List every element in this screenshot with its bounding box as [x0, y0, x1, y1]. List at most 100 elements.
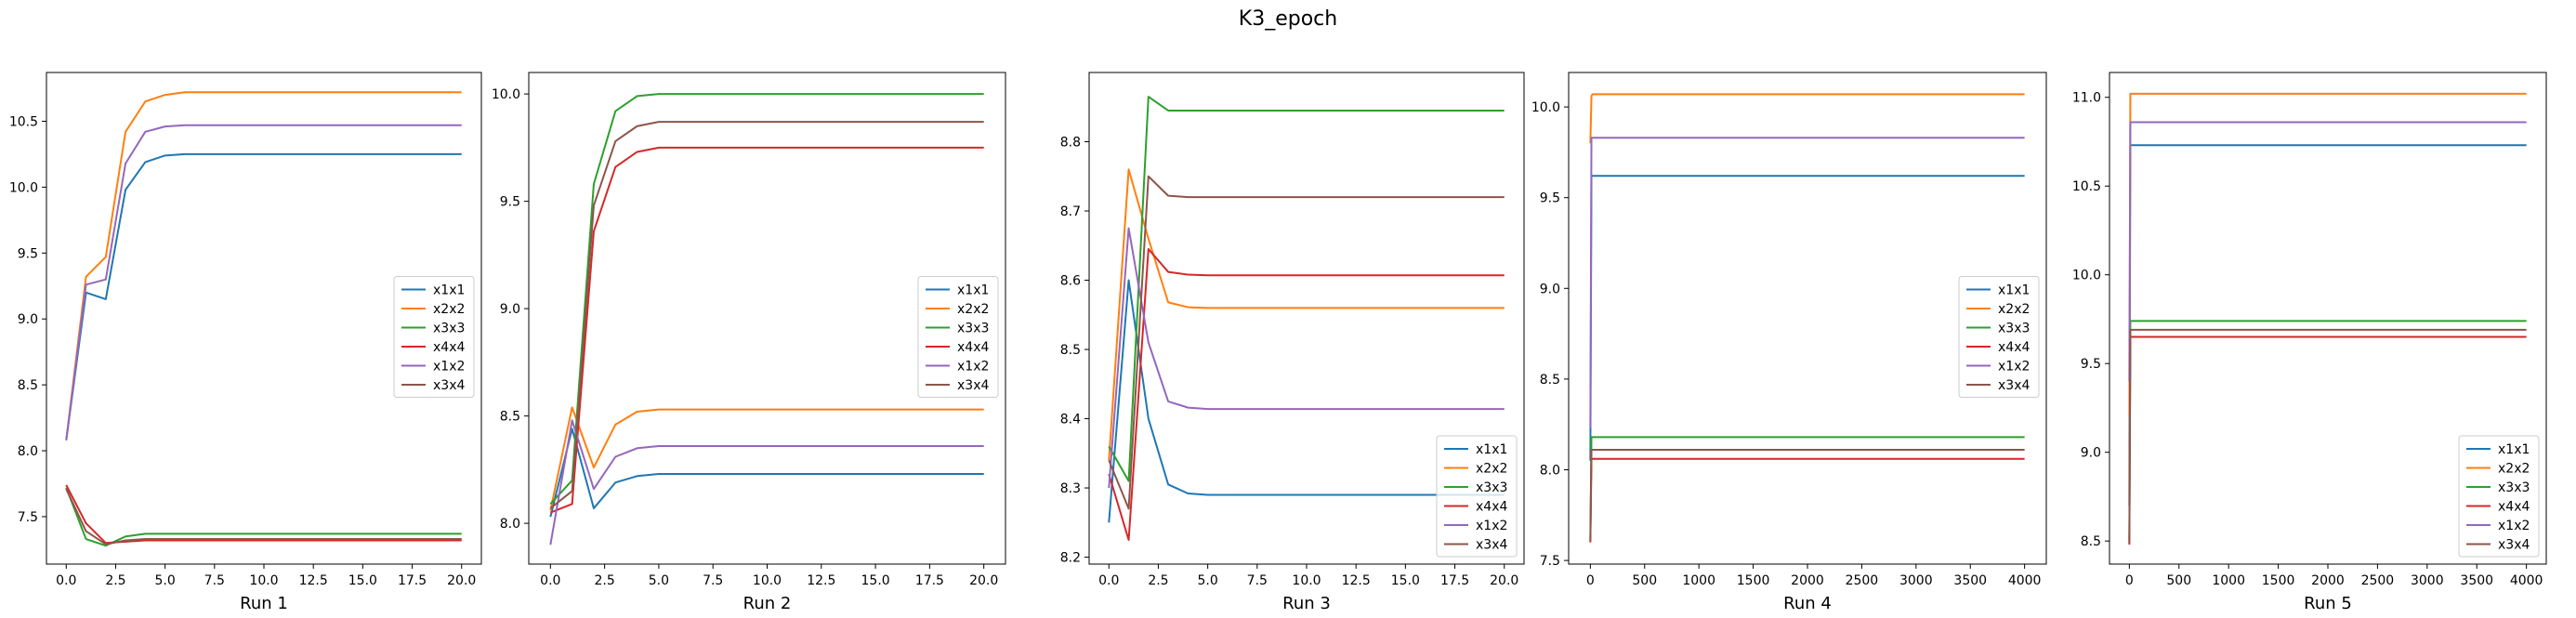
x-tick-label: 10.0: [249, 573, 278, 588]
y-tick-label: 8.7: [1060, 204, 1081, 219]
legend-label-x1x1: x1x1: [957, 283, 989, 298]
y-tick-label: 10.0: [2072, 269, 2101, 283]
x-tick-label: 3500: [1953, 573, 1987, 588]
x-tick-label: 2.5: [1148, 573, 1168, 588]
x-axis-label: Run 2: [743, 594, 792, 613]
y-tick-label: 10.0: [1531, 100, 1560, 115]
x-tick-label: 4000: [2510, 573, 2543, 588]
y-tick-label: 8.5: [500, 410, 520, 425]
legend-label-x1x2: x1x2: [433, 360, 465, 375]
y-tick-label: 8.6: [1060, 274, 1081, 289]
legend-label-x4x4: x4x4: [957, 340, 989, 355]
legend: x1x1 x2x2 x3x3 x4x4 x1x2 x3x4: [2458, 435, 2540, 558]
x-tick-label: 3500: [2460, 573, 2493, 588]
x-tick-label: 4000: [2008, 573, 2042, 588]
x-tick-label: 0.0: [540, 573, 560, 588]
x-tick-label: 0.0: [56, 573, 76, 588]
legend: x1x1 x2x2 x3x3 x4x4 x1x2 x3x4: [393, 276, 475, 398]
legend-box: [393, 276, 475, 398]
x-tick-label: 15.0: [1391, 573, 1420, 588]
series-line-x2x2: [1108, 168, 1505, 461]
legend-label-x3x4: x3x4: [433, 378, 465, 393]
series-line-x4x4: [65, 484, 462, 545]
x-tick-label: 5.0: [155, 573, 176, 588]
figure-title: K3_epoch: [1239, 7, 1337, 31]
legend-label-x2x2: x2x2: [433, 302, 465, 317]
series-line-x4x4: [549, 146, 984, 514]
subplot-run-5: Run 5 0 500 1000 1500 2000 2500 3000 3500 4000 8.…: [2072, 72, 2547, 613]
y-tick-label: 8.5: [1060, 343, 1081, 358]
x-tick-label: 1000: [1682, 573, 1715, 588]
x-tick-label: 5.0: [1198, 573, 1218, 588]
x-tick-label: 1500: [1737, 573, 1770, 588]
x-tick-label: 1000: [2212, 573, 2245, 588]
x-tick-label: 12.5: [299, 573, 328, 588]
legend-label-x1x2: x1x2: [1998, 360, 2030, 375]
y-tick-label: 9.5: [18, 246, 38, 261]
x-tick-label: 7.5: [204, 573, 225, 588]
legend-label-x3x3: x3x3: [957, 322, 989, 336]
legend-label-x1x2: x1x2: [957, 360, 989, 375]
x-tick-label: 17.5: [1440, 573, 1469, 588]
legend-label-x3x3: x3x3: [433, 322, 465, 336]
x-tick-label: 1500: [2262, 573, 2295, 588]
x-tick-label: 2000: [2311, 573, 2345, 588]
legend-label-x3x4: x3x4: [1476, 538, 1507, 553]
legend-label-x1x1: x1x1: [433, 283, 465, 298]
y-tick-label: 11.0: [2072, 91, 2101, 106]
y-tick-label: 9.0: [2081, 446, 2101, 461]
x-tick-label: 17.5: [398, 573, 427, 588]
series-line-x3x4: [549, 121, 984, 509]
x-tick-label: 3000: [1899, 573, 1933, 588]
legend-box: [1958, 276, 2040, 398]
subplot-run-1: Run 1 0.0 2.5 5.0 7.5 10.0 12.5 15.0 17.5 20.0 7.…: [9, 72, 482, 613]
x-tick-label: 0.0: [1098, 573, 1119, 588]
series-line-x3x3: [65, 487, 462, 547]
y-tick-label: 8.0: [18, 444, 38, 459]
legend-label-x2x2: x2x2: [1476, 462, 1507, 477]
y-tick-label: 10.0: [492, 87, 520, 102]
y-tick-label: 8.5: [2081, 534, 2101, 549]
legend-label-x3x3: x3x3: [2498, 480, 2530, 495]
legend-label-x1x1: x1x1: [1998, 283, 2030, 298]
legend-label-x2x2: x2x2: [2498, 462, 2530, 477]
x-tick-label: 5.0: [649, 573, 669, 588]
y-tick-label: 9.0: [1540, 282, 1560, 296]
x-tick-label: 15.0: [861, 573, 890, 588]
legend-label-x4x4: x4x4: [433, 340, 465, 355]
series-line-x1x2: [1108, 227, 1505, 489]
x-tick-label: 3000: [2411, 573, 2444, 588]
legend: x1x1 x2x2 x3x3 x4x4 x1x2 x3x4: [917, 276, 999, 398]
y-tick-label: 9.5: [500, 195, 520, 210]
legend-label-x2x2: x2x2: [1998, 302, 2030, 317]
legend-box: [1436, 435, 1518, 558]
x-tick-label: 20.0: [447, 573, 476, 588]
y-tick-label: 9.5: [2081, 357, 2101, 372]
legend-label-x2x2: x2x2: [957, 302, 989, 317]
y-tick-label: 7.5: [1540, 554, 1560, 569]
series-line-x3x3: [549, 93, 984, 505]
y-tick-label: 10.5: [2072, 179, 2101, 194]
subplot-run-3: Run 3 0.0 2.5 5.0 7.5 10.0 12.5 15.0 17.5 20.0 8.…: [1060, 72, 1525, 613]
x-axis-label: Run 4: [1783, 594, 1832, 613]
legend-label-x1x2: x1x2: [2498, 519, 2530, 533]
y-tick-label: 10.5: [9, 114, 38, 129]
series-line-x1x2: [65, 124, 462, 440]
series-line-x1x2: [2128, 121, 2527, 382]
x-axis-label: Run 5: [2304, 594, 2352, 613]
y-tick-label: 8.0: [500, 517, 520, 532]
x-tick-label: 17.5: [915, 573, 944, 588]
y-tick-label: 8.5: [18, 378, 38, 393]
series-line-x1x1: [65, 152, 462, 440]
x-tick-label: 500: [2166, 573, 2191, 588]
y-tick-label: 8.2: [1060, 551, 1081, 566]
series-line-x4x4: [1108, 247, 1505, 541]
x-tick-label: 10.0: [753, 573, 782, 588]
y-tick-label: 7.5: [18, 510, 38, 525]
x-tick-label: 2.5: [105, 573, 125, 588]
series-line-x2x2: [549, 406, 984, 511]
legend-label-x4x4: x4x4: [1476, 500, 1507, 515]
y-tick-label: 9.0: [500, 302, 520, 317]
x-axis-label: Run 1: [240, 594, 288, 613]
x-tick-label: 2500: [1846, 573, 1879, 588]
